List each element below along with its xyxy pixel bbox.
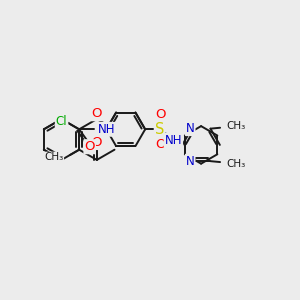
Text: N: N [186, 122, 195, 135]
Text: O: O [92, 107, 102, 120]
Text: CH₃: CH₃ [44, 152, 63, 163]
Text: NH: NH [165, 134, 182, 147]
Text: Cl: Cl [56, 115, 68, 128]
Text: NH: NH [98, 123, 115, 136]
Text: O: O [155, 138, 165, 151]
Text: O: O [92, 136, 102, 149]
Text: CH₃: CH₃ [227, 121, 246, 131]
Text: CH₃: CH₃ [227, 159, 246, 169]
Text: O: O [84, 140, 95, 153]
Text: O: O [155, 108, 165, 121]
Text: S: S [155, 122, 164, 137]
Text: N: N [186, 155, 195, 168]
